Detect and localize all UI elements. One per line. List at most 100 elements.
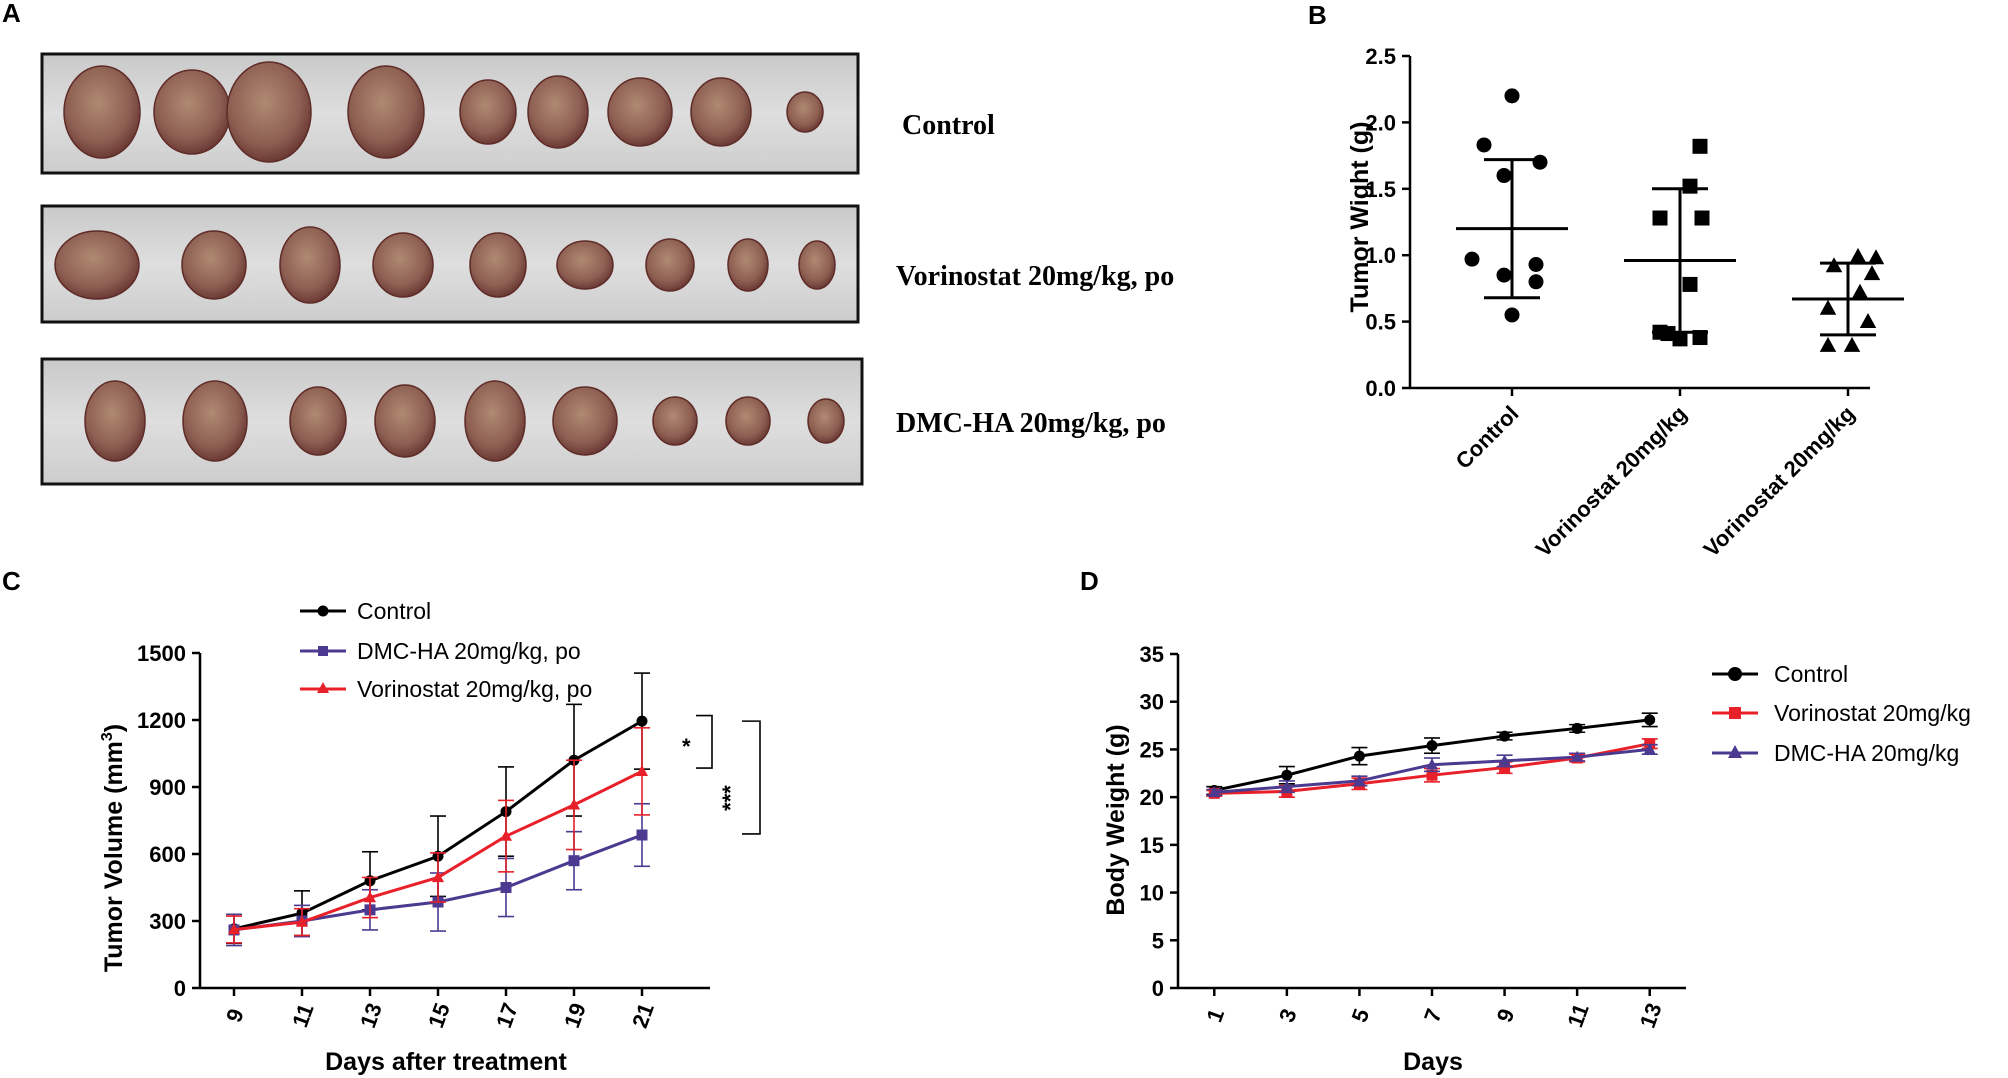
tumor-sample bbox=[374, 384, 436, 458]
tumor-sample bbox=[182, 380, 248, 462]
chart-c-sig-bracket bbox=[742, 720, 761, 835]
tumor-sample bbox=[279, 226, 341, 304]
chart-c-point bbox=[636, 829, 648, 841]
chart-d-point bbox=[1208, 786, 1221, 798]
chart-d-ytick-label: 35 bbox=[1140, 642, 1164, 667]
chart-c-ytick-label: 600 bbox=[149, 842, 186, 867]
chart-c-point bbox=[635, 765, 649, 777]
chart-b-xtick-1: Vorinostat 20mg/kg bbox=[1531, 401, 1692, 562]
row-label-control: Control bbox=[902, 110, 995, 141]
chart-b-point bbox=[1504, 307, 1520, 323]
legend-c-control: Control bbox=[357, 598, 431, 624]
chart-d-xlabel: Days bbox=[1403, 1048, 1463, 1076]
tumor-sample bbox=[181, 230, 247, 300]
chart-c-ytick-label: 1200 bbox=[137, 708, 186, 733]
tumor-sample bbox=[727, 238, 769, 292]
chart-b-point bbox=[1825, 257, 1843, 273]
chart-b-point bbox=[1504, 88, 1520, 104]
chart-d-point bbox=[1499, 762, 1511, 774]
chart-b-ytick-label: 2.5 bbox=[1365, 44, 1396, 69]
chart-b-point bbox=[1660, 326, 1676, 342]
chart-d-point bbox=[1353, 750, 1365, 762]
chart-d-point bbox=[1571, 722, 1583, 734]
chart-b-point bbox=[1682, 276, 1698, 292]
chart-b-point bbox=[1694, 210, 1710, 226]
row-label-vorinostat: Vorinostat 20mg/kg, po bbox=[896, 261, 1174, 292]
chart-c-ytick-label: 1500 bbox=[137, 641, 186, 666]
legend-d-vorinostat: Vorinostat 20mg/kg bbox=[1774, 700, 1971, 726]
panel-label-b: B bbox=[1308, 0, 1327, 30]
chart-d-point bbox=[1280, 780, 1293, 792]
chart-d-point bbox=[1643, 743, 1656, 755]
chart-b-point bbox=[1692, 138, 1708, 154]
tumor-sample bbox=[459, 79, 517, 145]
chart-d-point bbox=[1499, 730, 1511, 742]
tumor-sample bbox=[63, 65, 141, 159]
chart-d-point bbox=[1426, 740, 1438, 752]
chart-c-xtick-label: 11 bbox=[287, 1000, 318, 1030]
chart-d-ytick-label: 0 bbox=[1152, 976, 1164, 1001]
chart-b: 0.0 0.5 1.0 1.5 2.0 2.5 Tumor Wight (g) Contr… bbox=[1346, 44, 1904, 562]
chart-d-point bbox=[1426, 769, 1438, 781]
tumor-sample bbox=[527, 75, 589, 149]
chart-c-point bbox=[500, 882, 512, 893]
chart-d-xtick-label: 13 bbox=[1635, 1000, 1667, 1032]
chart-c-point bbox=[295, 915, 309, 927]
chart-c-point bbox=[499, 829, 513, 841]
chart-b-point bbox=[1496, 267, 1512, 283]
photo-strip-vorinostat bbox=[40, 204, 860, 324]
chart-b-point bbox=[1682, 178, 1698, 194]
chart-b-ytick-label: 0.0 bbox=[1365, 376, 1396, 401]
chart-c-point bbox=[363, 891, 377, 903]
chart-d-ytick-label: 5 bbox=[1152, 928, 1164, 953]
chart-d-point bbox=[1425, 758, 1439, 770]
chart-c-ytick-label: 900 bbox=[149, 775, 186, 800]
chart-d-ylabel: Body Weight (g) bbox=[1102, 724, 1130, 915]
chart-c-sig-triple-star: *** bbox=[718, 785, 743, 811]
tumor-sample bbox=[289, 386, 347, 456]
chart-c: 0 300 600 900 1200 1500 9 11 13 15 17 19 21 Tumor Vo… bbox=[99, 598, 761, 1076]
chart-c-xtick-label: 17 bbox=[491, 1000, 523, 1032]
chart-d-ytick-label: 25 bbox=[1140, 737, 1164, 762]
chart-d-point bbox=[1353, 774, 1366, 786]
chart-b-ylabel: Tumor Wight (g) bbox=[1346, 122, 1374, 313]
chart-c-sig-bracket bbox=[696, 714, 713, 769]
legend-c-vorinostat: Vorinostat 20mg/kg, po bbox=[357, 676, 592, 702]
panel-label-c: C bbox=[2, 566, 21, 596]
chart-b-point bbox=[1652, 210, 1668, 226]
chart-c-ytick-label: 300 bbox=[149, 909, 186, 934]
chart-d-xtick-label: 7 bbox=[1419, 1005, 1447, 1025]
tumor-sample bbox=[552, 386, 618, 456]
chart-c-xtick-label: 15 bbox=[423, 1000, 455, 1032]
chart-b-ytick-label: 1.0 bbox=[1365, 243, 1396, 268]
chart-d-xtick-label: 1 bbox=[1201, 1005, 1229, 1025]
tumor-sample bbox=[469, 232, 527, 298]
tumor-sample bbox=[347, 65, 425, 159]
chart-b-point bbox=[1672, 331, 1688, 347]
chart-d-point bbox=[1498, 754, 1511, 766]
chart-b-point bbox=[1528, 256, 1544, 272]
chart-d-xtick-label: 9 bbox=[1492, 1005, 1520, 1025]
chart-c-legend: Control DMC-HA 20mg/kg, po Vorinostat 20… bbox=[300, 598, 592, 702]
chart-c-point bbox=[568, 855, 580, 867]
tumor-sample bbox=[645, 238, 695, 292]
chart-c-xtick-label: 21 bbox=[627, 1000, 659, 1032]
tumor-sample bbox=[54, 230, 140, 300]
tumor-sample bbox=[226, 61, 312, 163]
legend-c-dmcha: DMC-HA 20mg/kg, po bbox=[357, 638, 581, 664]
chart-c-sig-star: * bbox=[682, 734, 691, 759]
tumor-sample bbox=[798, 240, 836, 290]
chart-c-point bbox=[567, 798, 581, 810]
chart-d-ytick-label: 10 bbox=[1140, 881, 1164, 906]
chart-d-xtick-label: 3 bbox=[1274, 1005, 1302, 1025]
chart-b-point bbox=[1692, 330, 1708, 346]
chart-b-point bbox=[1849, 247, 1867, 263]
chart-d-xtick-label: 11 bbox=[1562, 1000, 1593, 1030]
chart-b-ytick-label: 2.0 bbox=[1365, 110, 1396, 135]
tumor-sample bbox=[690, 77, 752, 147]
chart-c-xtick-label: 9 bbox=[221, 1005, 249, 1025]
chart-b-point bbox=[1464, 251, 1480, 267]
chart-b-point bbox=[1863, 265, 1881, 281]
chart-b-point bbox=[1476, 137, 1492, 153]
chart-d-legend: Control Vorinostat 20mg/kg DMC-HA 20mg/k… bbox=[1712, 661, 1971, 766]
